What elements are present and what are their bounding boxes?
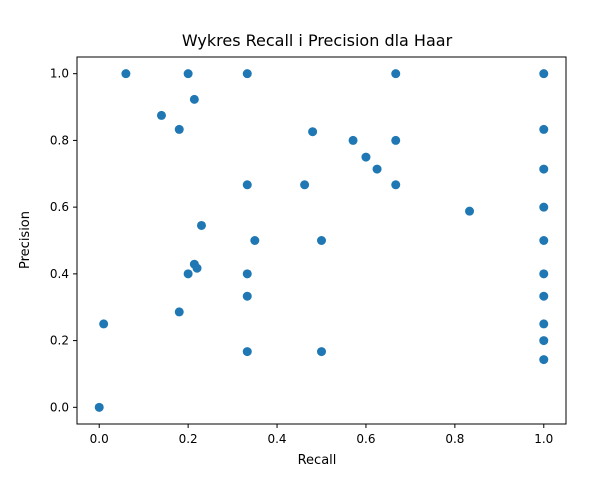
scatter-point [391,135,401,145]
scatter-point [242,291,252,301]
scatter-point [121,69,131,79]
y-tick-label: 0.2 [50,334,69,348]
scatter-point [317,236,326,245]
scatter-point [242,347,252,357]
y-axis-ticks: 0.0 0.2 0.4 0.6 0.8 1.0 [50,67,77,414]
scatter-point [391,180,401,190]
scatter-point [539,336,549,346]
y-tick-label: 0.8 [50,133,69,147]
scatter-point [192,263,202,273]
plot-frame [76,56,567,425]
scatter-point [242,69,252,79]
y-axis-label: Precision [18,211,33,269]
scatter-point [539,291,549,301]
x-axis-label: Recall [298,453,337,468]
x-tick-label: 1.0 [534,432,553,446]
scatter-point [539,355,549,365]
scatter-point [156,110,166,120]
scatter-point [183,69,193,79]
scatter-point [317,347,326,357]
scatter-point [308,127,318,137]
scatter-point [189,94,199,104]
scatter-point [196,220,206,230]
scatter-point [242,269,252,279]
scatter-point [539,164,549,174]
x-tick-label: 0.0 [90,432,109,446]
x-tick-label: 0.2 [179,432,198,446]
scatter-point [539,319,549,329]
scatter-point [539,69,549,79]
scatter-point [391,69,401,79]
y-tick-label: 0.4 [50,267,69,281]
x-tick-label: 0.6 [356,432,375,446]
y-tick-label: 1.0 [50,67,69,81]
data-points [94,69,549,412]
scatter-point [174,307,184,317]
scatter-point [539,124,549,134]
y-tick-label: 0.6 [50,200,69,214]
scatter-point [94,402,104,412]
scatter-point [250,236,260,245]
scatter-point [465,206,475,216]
x-tick-label: 0.8 [445,432,464,446]
scatter-point [242,180,252,190]
scatter-point [372,164,382,174]
x-tick-label: 0.4 [267,432,286,446]
scatter-point [361,152,371,162]
scatter-point [539,202,549,212]
scatter-point [539,269,549,279]
x-axis-ticks: 0.0 0.2 0.4 0.6 0.8 1.0 [90,424,553,446]
chart-title: Wykres Recall i Precision dla Haar [182,31,453,50]
y-tick-label: 0.0 [50,400,69,414]
scatter-point [174,124,184,134]
scatter-point [99,319,109,329]
scatter-point [300,180,310,190]
scatter-point [348,135,358,145]
scatter-point [183,269,193,279]
scatter-point [539,236,549,245]
